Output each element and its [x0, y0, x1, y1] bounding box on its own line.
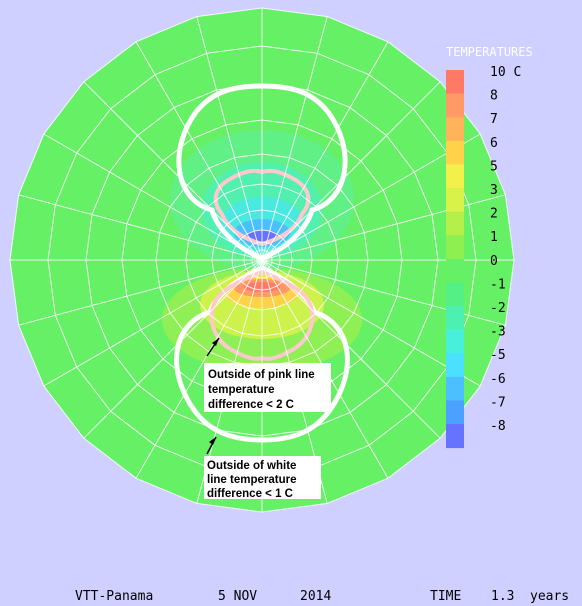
- colorbar-swatch: [446, 235, 464, 260]
- colorbar-swatch: [446, 329, 464, 354]
- colorbar-label: -5: [490, 348, 506, 363]
- pink-annotation: Outside of pink line temperature differe…: [204, 363, 331, 412]
- colorbar-label: -8: [490, 419, 506, 434]
- colorbar-swatch: [446, 424, 464, 449]
- colorbar-label: 6: [490, 136, 498, 151]
- colorbar-swatch: [446, 376, 464, 401]
- colorbar-label: 7: [490, 112, 498, 127]
- colorbar-swatch: [446, 93, 464, 118]
- colorbar-label: 1: [490, 230, 498, 245]
- white-annotation-line-2: line temperature: [207, 474, 296, 486]
- footer-location: VTT-Panama: [75, 589, 153, 604]
- footer-time-unit: years: [530, 589, 569, 604]
- colorbar-swatch: [446, 70, 464, 95]
- colorbar-label: -6: [490, 372, 506, 387]
- colorbar-title: TEMPERATURES: [446, 45, 533, 59]
- white-annotation: Outside of white line temperature differ…: [204, 456, 321, 500]
- colorbar-swatch: [446, 211, 464, 236]
- colorbar-label: 0: [490, 254, 498, 269]
- white-annotation-line-1: Outside of white: [207, 460, 296, 472]
- colorbar-swatch: [446, 117, 464, 142]
- colorbar-swatch: [446, 140, 464, 165]
- colorbar-label: 10 C: [490, 65, 521, 80]
- footer-time-label: TIME: [430, 589, 461, 604]
- pink-annotation-line-3: difference < 2 C: [208, 399, 294, 411]
- colorbar: 10 C 8 7 6 5 3 2 1 0 -1 -2 -3 -5 -6 -7 -8: [446, 65, 521, 449]
- pink-annotation-arrow: [206, 337, 220, 357]
- colorbar-swatch: [446, 164, 464, 189]
- colorbar-label: 5: [490, 159, 498, 174]
- grid-spoke: [18, 194, 506, 326]
- footer: VTT-Panama 5 NOV 2014 TIME 1.3 years: [75, 589, 569, 604]
- colorbar-label: -7: [490, 395, 506, 410]
- colorbar-swatch: [446, 188, 464, 213]
- colorbar-swatch: [446, 282, 464, 307]
- footer-year: 2014: [300, 589, 331, 604]
- footer-time-value: 1.3: [491, 589, 514, 604]
- white-annotation-line-3: difference < 1 C: [207, 488, 293, 500]
- pink-annotation-line-1: Outside of pink line: [208, 369, 315, 381]
- colorbar-label: -1: [490, 277, 506, 292]
- pink-annotation-line-2: temperature: [208, 384, 274, 396]
- footer-date: 5 NOV: [218, 589, 257, 604]
- colorbar-label: 3: [490, 183, 498, 198]
- colorbar-swatch: [446, 258, 464, 283]
- colorbar-swatch: [446, 306, 464, 331]
- colorbar-label: 8: [490, 89, 498, 104]
- colorbar-swatch: [446, 400, 464, 425]
- polar-grid: [9, 7, 515, 513]
- white-annotation-arrow: [206, 436, 217, 455]
- colorbar-label: -2: [490, 301, 506, 316]
- colorbar-label: 2: [490, 207, 498, 222]
- colorbar-swatch: [446, 353, 464, 378]
- colorbar-label: -3: [490, 325, 506, 340]
